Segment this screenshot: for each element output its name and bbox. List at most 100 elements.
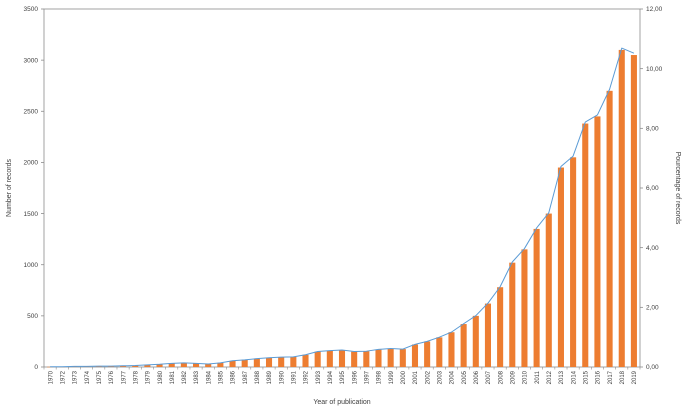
right-axis-tick-label: 2,00 bbox=[646, 305, 659, 312]
left-axis-tick-label: 2500 bbox=[24, 108, 39, 115]
x-tick-label: 2016 bbox=[596, 370, 602, 384]
right-axis-tick-label: 8,00 bbox=[646, 126, 659, 133]
x-tick-label: 1993 bbox=[316, 370, 322, 384]
x-tick-label: 2003 bbox=[438, 370, 444, 384]
bar bbox=[265, 357, 273, 367]
x-tick-label: 1999 bbox=[389, 370, 395, 384]
x-tick-label: 1984 bbox=[206, 370, 212, 384]
bar bbox=[278, 357, 285, 367]
right-axis-tick-label: 10,00 bbox=[646, 66, 663, 73]
bar bbox=[557, 167, 564, 367]
x-tick-label: 2015 bbox=[583, 370, 589, 384]
x-tick-label: 1980 bbox=[158, 370, 164, 384]
bar bbox=[205, 363, 212, 367]
bar bbox=[570, 157, 577, 367]
x-tick-label: 1974 bbox=[85, 370, 91, 384]
bar bbox=[302, 354, 309, 367]
bar bbox=[582, 123, 589, 367]
left-axis-tick-label: 0 bbox=[34, 364, 38, 371]
left-axis-tick-label: 3500 bbox=[24, 6, 39, 13]
x-tick-label: 2018 bbox=[620, 370, 626, 384]
x-tick-label: 2013 bbox=[559, 370, 565, 384]
x-tick-label: 1975 bbox=[97, 370, 103, 384]
bar bbox=[241, 359, 248, 367]
left-axis-tick-label: 500 bbox=[27, 313, 38, 320]
x-tick-label: 2006 bbox=[474, 370, 480, 384]
bar bbox=[424, 341, 431, 367]
bar bbox=[253, 358, 260, 367]
bar bbox=[484, 303, 491, 367]
bar bbox=[387, 348, 394, 367]
x-tick-label: 1990 bbox=[279, 370, 285, 384]
left-axis-tick-label: 1500 bbox=[24, 211, 39, 218]
x-tick-label: 1981 bbox=[170, 370, 176, 384]
left-axis-tick-label: 2000 bbox=[24, 160, 39, 167]
x-tick-label: 2011 bbox=[535, 370, 541, 384]
bar bbox=[363, 351, 370, 367]
x-tick-label: 1987 bbox=[243, 370, 249, 384]
bar bbox=[606, 90, 613, 367]
bar bbox=[132, 365, 139, 367]
x-tick-label: 2005 bbox=[462, 370, 468, 384]
right-axis-tick-label: 4,00 bbox=[646, 245, 659, 252]
bar bbox=[180, 362, 187, 367]
bar bbox=[436, 337, 443, 367]
x-tick-label: 1977 bbox=[121, 370, 127, 384]
bar bbox=[533, 228, 540, 367]
bar bbox=[399, 349, 406, 367]
x-tick-label: 1970 bbox=[48, 370, 54, 384]
x-tick-label: 1973 bbox=[73, 370, 79, 384]
bar bbox=[338, 350, 346, 367]
bar bbox=[168, 363, 175, 367]
x-tick-label: 1982 bbox=[182, 370, 188, 384]
bar bbox=[411, 344, 419, 367]
bar bbox=[351, 351, 358, 367]
x-tick-label: 2014 bbox=[571, 370, 577, 384]
x-tick-label: 1979 bbox=[146, 370, 152, 384]
bar bbox=[290, 356, 297, 367]
left-axis-title: Number of records bbox=[6, 159, 13, 217]
x-tick-label: 2017 bbox=[608, 370, 614, 384]
right-axis-tick-label: 0,00 bbox=[646, 364, 659, 371]
bar bbox=[497, 287, 504, 367]
x-tick-label: 1983 bbox=[194, 370, 200, 384]
x-axis-title: Year of publication bbox=[313, 399, 370, 406]
x-tick-label: 1989 bbox=[267, 370, 273, 384]
x-tick-label: 2007 bbox=[486, 370, 492, 384]
x-tick-label: 2000 bbox=[401, 370, 407, 384]
x-tick-label: 1978 bbox=[133, 370, 139, 384]
x-tick-label: 1996 bbox=[352, 370, 358, 384]
bar bbox=[521, 249, 528, 367]
bar bbox=[314, 351, 321, 367]
bar bbox=[193, 363, 200, 367]
x-tick-label: 1994 bbox=[328, 370, 334, 384]
x-tick-label: 2009 bbox=[510, 370, 516, 384]
x-tick-label: 2002 bbox=[425, 370, 431, 384]
x-tick-label: 2004 bbox=[450, 370, 456, 384]
x-tick-label: 2019 bbox=[632, 370, 638, 384]
bar bbox=[594, 116, 601, 368]
x-tick-label: 1995 bbox=[340, 370, 346, 384]
bar bbox=[326, 350, 333, 367]
x-tick-label: 1985 bbox=[219, 370, 225, 384]
x-tick-label: 2010 bbox=[523, 370, 529, 384]
x-tick-label: 1998 bbox=[377, 370, 383, 384]
bar bbox=[375, 349, 382, 367]
bar bbox=[156, 364, 163, 367]
right-axis-tick-label: 6,00 bbox=[646, 185, 659, 192]
left-axis-tick-label: 1000 bbox=[24, 262, 39, 269]
x-tick-label: 2001 bbox=[413, 370, 419, 384]
line-series bbox=[50, 47, 635, 368]
x-tick-label: 1988 bbox=[255, 370, 261, 384]
x-tick-label: 1997 bbox=[365, 370, 371, 384]
bar bbox=[448, 332, 455, 367]
bar bbox=[630, 55, 637, 368]
x-tick-label: 1992 bbox=[304, 370, 310, 384]
bar bbox=[144, 364, 151, 367]
bar bbox=[472, 315, 479, 367]
x-tick-label: 1986 bbox=[231, 370, 237, 384]
right-axis-title: Pourcentage of records bbox=[674, 152, 681, 225]
x-tick-label: 1976 bbox=[109, 370, 115, 384]
